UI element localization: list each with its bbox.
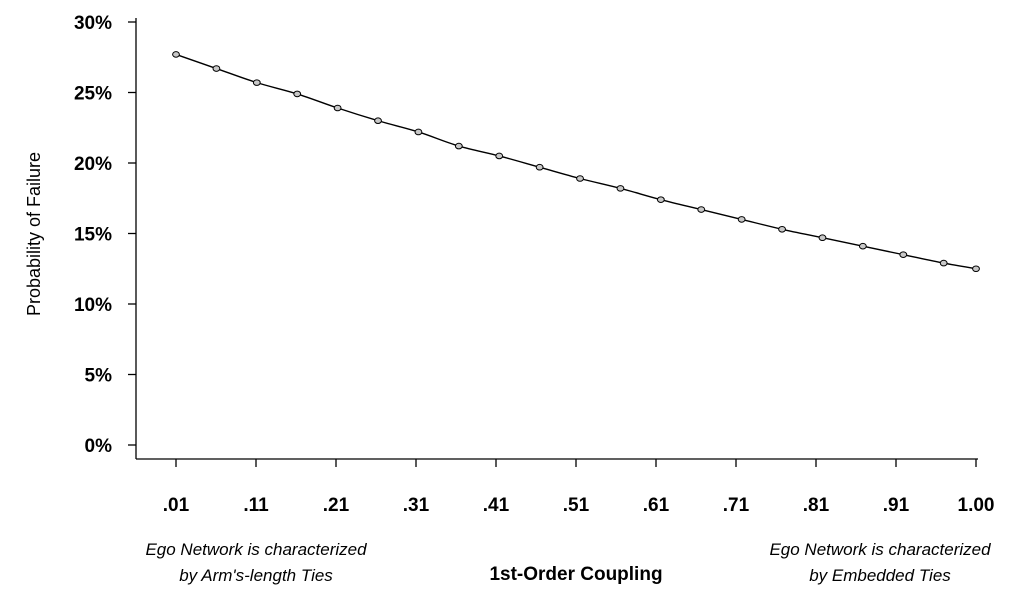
series-line — [175, 53, 977, 270]
data-point — [293, 90, 302, 98]
x-tick-label: 1.00 — [958, 495, 995, 516]
x-tick-label: .91 — [883, 495, 910, 516]
data-point — [535, 163, 544, 171]
data-point — [818, 234, 827, 242]
x-tick-label: .71 — [723, 495, 750, 516]
data-point — [656, 196, 665, 203]
x-ticks: .01 .11 .21 .31 .41 .51 .61 .71 .81 .91 1.00 — [163, 459, 995, 516]
data-point — [212, 65, 221, 72]
data-point — [414, 128, 423, 136]
y-axis-label: Probability of Failure — [24, 152, 44, 316]
data-point — [252, 79, 261, 86]
data-point — [616, 185, 625, 192]
x-tick-label: .51 — [563, 495, 590, 516]
data-point — [454, 142, 463, 150]
x-tick-label: .11 — [243, 495, 269, 516]
left-annotation-line-1: Ego Network is characterized — [145, 540, 367, 559]
y-tick-label: 5% — [85, 366, 113, 387]
x-tick-label: .31 — [403, 495, 430, 516]
y-tick-label: 20% — [74, 154, 112, 175]
data-point — [737, 216, 746, 223]
y-tick-label: 25% — [74, 84, 112, 105]
x-tick-label: .21 — [323, 495, 350, 516]
series — [172, 51, 980, 273]
data-point — [172, 51, 180, 58]
data-point — [576, 175, 584, 182]
x-tick-label: .41 — [483, 495, 510, 516]
y-tick-label: 10% — [74, 295, 112, 316]
data-point — [972, 265, 980, 273]
y-tick-label: 15% — [74, 225, 112, 246]
data-point — [333, 104, 342, 112]
data-point — [778, 225, 786, 233]
data-point — [495, 152, 504, 160]
y-tick-label: 0% — [85, 436, 113, 457]
x-tick-label: .81 — [803, 495, 830, 516]
axes — [135, 18, 978, 460]
y-tick-label: 30% — [74, 13, 112, 34]
data-point — [939, 259, 948, 267]
x-axis-label: 1st-Order Coupling — [489, 564, 662, 585]
right-annotation-line-2: by Embedded Ties — [809, 566, 951, 585]
left-annotation-line-2: by Arm's-length Ties — [179, 566, 333, 585]
right-annotation-line-1: Ego Network is characterized — [769, 540, 991, 559]
x-tick-label: .01 — [163, 495, 190, 516]
data-point — [858, 242, 867, 250]
y-ticks: 0% 5% 10% 15% 20% 25% 30% — [74, 13, 136, 457]
data-point — [899, 251, 908, 258]
data-point — [374, 117, 382, 124]
data-point — [697, 206, 706, 213]
x-tick-label: .61 — [643, 495, 670, 516]
